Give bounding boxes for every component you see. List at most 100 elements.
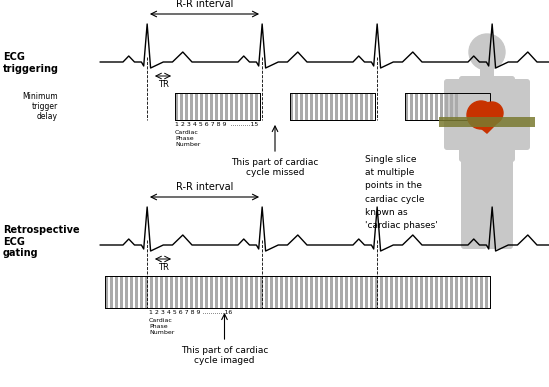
Bar [105, 276, 108, 308]
Text: R-R interval: R-R interval [176, 182, 233, 192]
Bar [350, 94, 353, 120]
Bar [405, 94, 408, 120]
Bar [480, 94, 483, 120]
Bar [445, 94, 448, 120]
Text: Single slice
at multiple
points in the
cardiac cycle
known as
'cardiac phases': Single slice at multiple points in the c… [365, 155, 438, 230]
Bar [355, 94, 358, 120]
Bar [195, 94, 198, 120]
Bar [485, 276, 488, 308]
Bar [350, 276, 353, 308]
Bar [345, 94, 348, 120]
Bar [240, 94, 243, 120]
Bar [315, 276, 318, 308]
Bar [365, 94, 368, 120]
Bar [370, 276, 373, 308]
Bar [245, 94, 248, 120]
Bar [320, 276, 323, 308]
Bar [335, 276, 338, 308]
Bar [200, 94, 203, 120]
Bar [345, 276, 348, 308]
Text: 1 2 3 4 5 6 7 8 9  ..........15: 1 2 3 4 5 6 7 8 9 ..........15 [175, 122, 258, 127]
Bar [175, 276, 178, 308]
Bar [230, 94, 233, 120]
Bar [150, 276, 153, 308]
Bar [190, 276, 193, 308]
Bar [420, 94, 423, 120]
Bar [185, 94, 188, 120]
Bar [330, 94, 333, 120]
Text: This part of cardiac
cycle imaged: This part of cardiac cycle imaged [181, 346, 268, 365]
Bar [405, 93, 490, 120]
Bar [235, 94, 238, 120]
Bar [120, 276, 123, 308]
Bar [395, 276, 397, 308]
Text: Cardiac
Phase
Number: Cardiac Phase Number [149, 318, 175, 335]
Bar [400, 276, 403, 308]
Bar [410, 94, 413, 120]
Bar [340, 94, 343, 120]
Bar [410, 276, 413, 308]
Bar [475, 276, 478, 308]
Bar [475, 94, 478, 120]
Bar [480, 276, 483, 308]
Bar [435, 276, 438, 308]
Bar [425, 94, 428, 120]
Bar [180, 94, 183, 120]
Bar [165, 276, 168, 308]
Text: This part of cardiac
cycle missed: This part of cardiac cycle missed [231, 158, 318, 177]
Bar [160, 276, 163, 308]
FancyBboxPatch shape [459, 76, 515, 162]
Bar [180, 276, 183, 308]
Bar [265, 276, 268, 308]
Bar [440, 94, 442, 120]
Bar [380, 276, 383, 308]
Bar [210, 276, 213, 308]
Bar [355, 276, 358, 308]
Bar [415, 94, 418, 120]
Bar [135, 276, 138, 308]
Bar [250, 94, 253, 120]
Bar [215, 276, 218, 308]
Bar [255, 94, 257, 120]
FancyBboxPatch shape [461, 153, 487, 249]
Bar [175, 93, 260, 120]
Bar [200, 276, 203, 308]
Bar [330, 276, 333, 308]
Bar [190, 94, 193, 120]
Bar [445, 276, 448, 308]
Bar [115, 276, 117, 308]
Bar [310, 94, 313, 120]
Bar [295, 276, 298, 308]
Bar [300, 276, 302, 308]
Bar [430, 94, 433, 120]
Text: TR: TR [158, 80, 169, 89]
Bar [175, 94, 178, 120]
Bar [365, 276, 368, 308]
Bar [415, 276, 418, 308]
Bar [455, 276, 458, 308]
Bar [480, 67, 494, 79]
Bar [450, 94, 453, 120]
Bar [325, 276, 328, 308]
Bar [170, 276, 173, 308]
Bar [205, 94, 208, 120]
Bar [130, 276, 133, 308]
Bar [275, 276, 278, 308]
Bar [225, 276, 228, 308]
Bar [420, 276, 423, 308]
Text: 1 2 3 4 5 6 7 8 9 ...........16: 1 2 3 4 5 6 7 8 9 ...........16 [149, 310, 232, 315]
FancyBboxPatch shape [507, 79, 530, 150]
Text: TR: TR [158, 263, 169, 272]
Bar [260, 276, 263, 308]
Bar [270, 276, 273, 308]
Bar [455, 94, 458, 120]
Text: Minimum
trigger
delay: Minimum trigger delay [23, 92, 58, 122]
Bar [305, 94, 308, 120]
Bar [250, 276, 253, 308]
Bar [460, 276, 463, 308]
FancyBboxPatch shape [444, 79, 467, 150]
Bar [375, 276, 378, 308]
Bar [290, 94, 293, 120]
Bar [450, 276, 453, 308]
Bar [360, 276, 363, 308]
